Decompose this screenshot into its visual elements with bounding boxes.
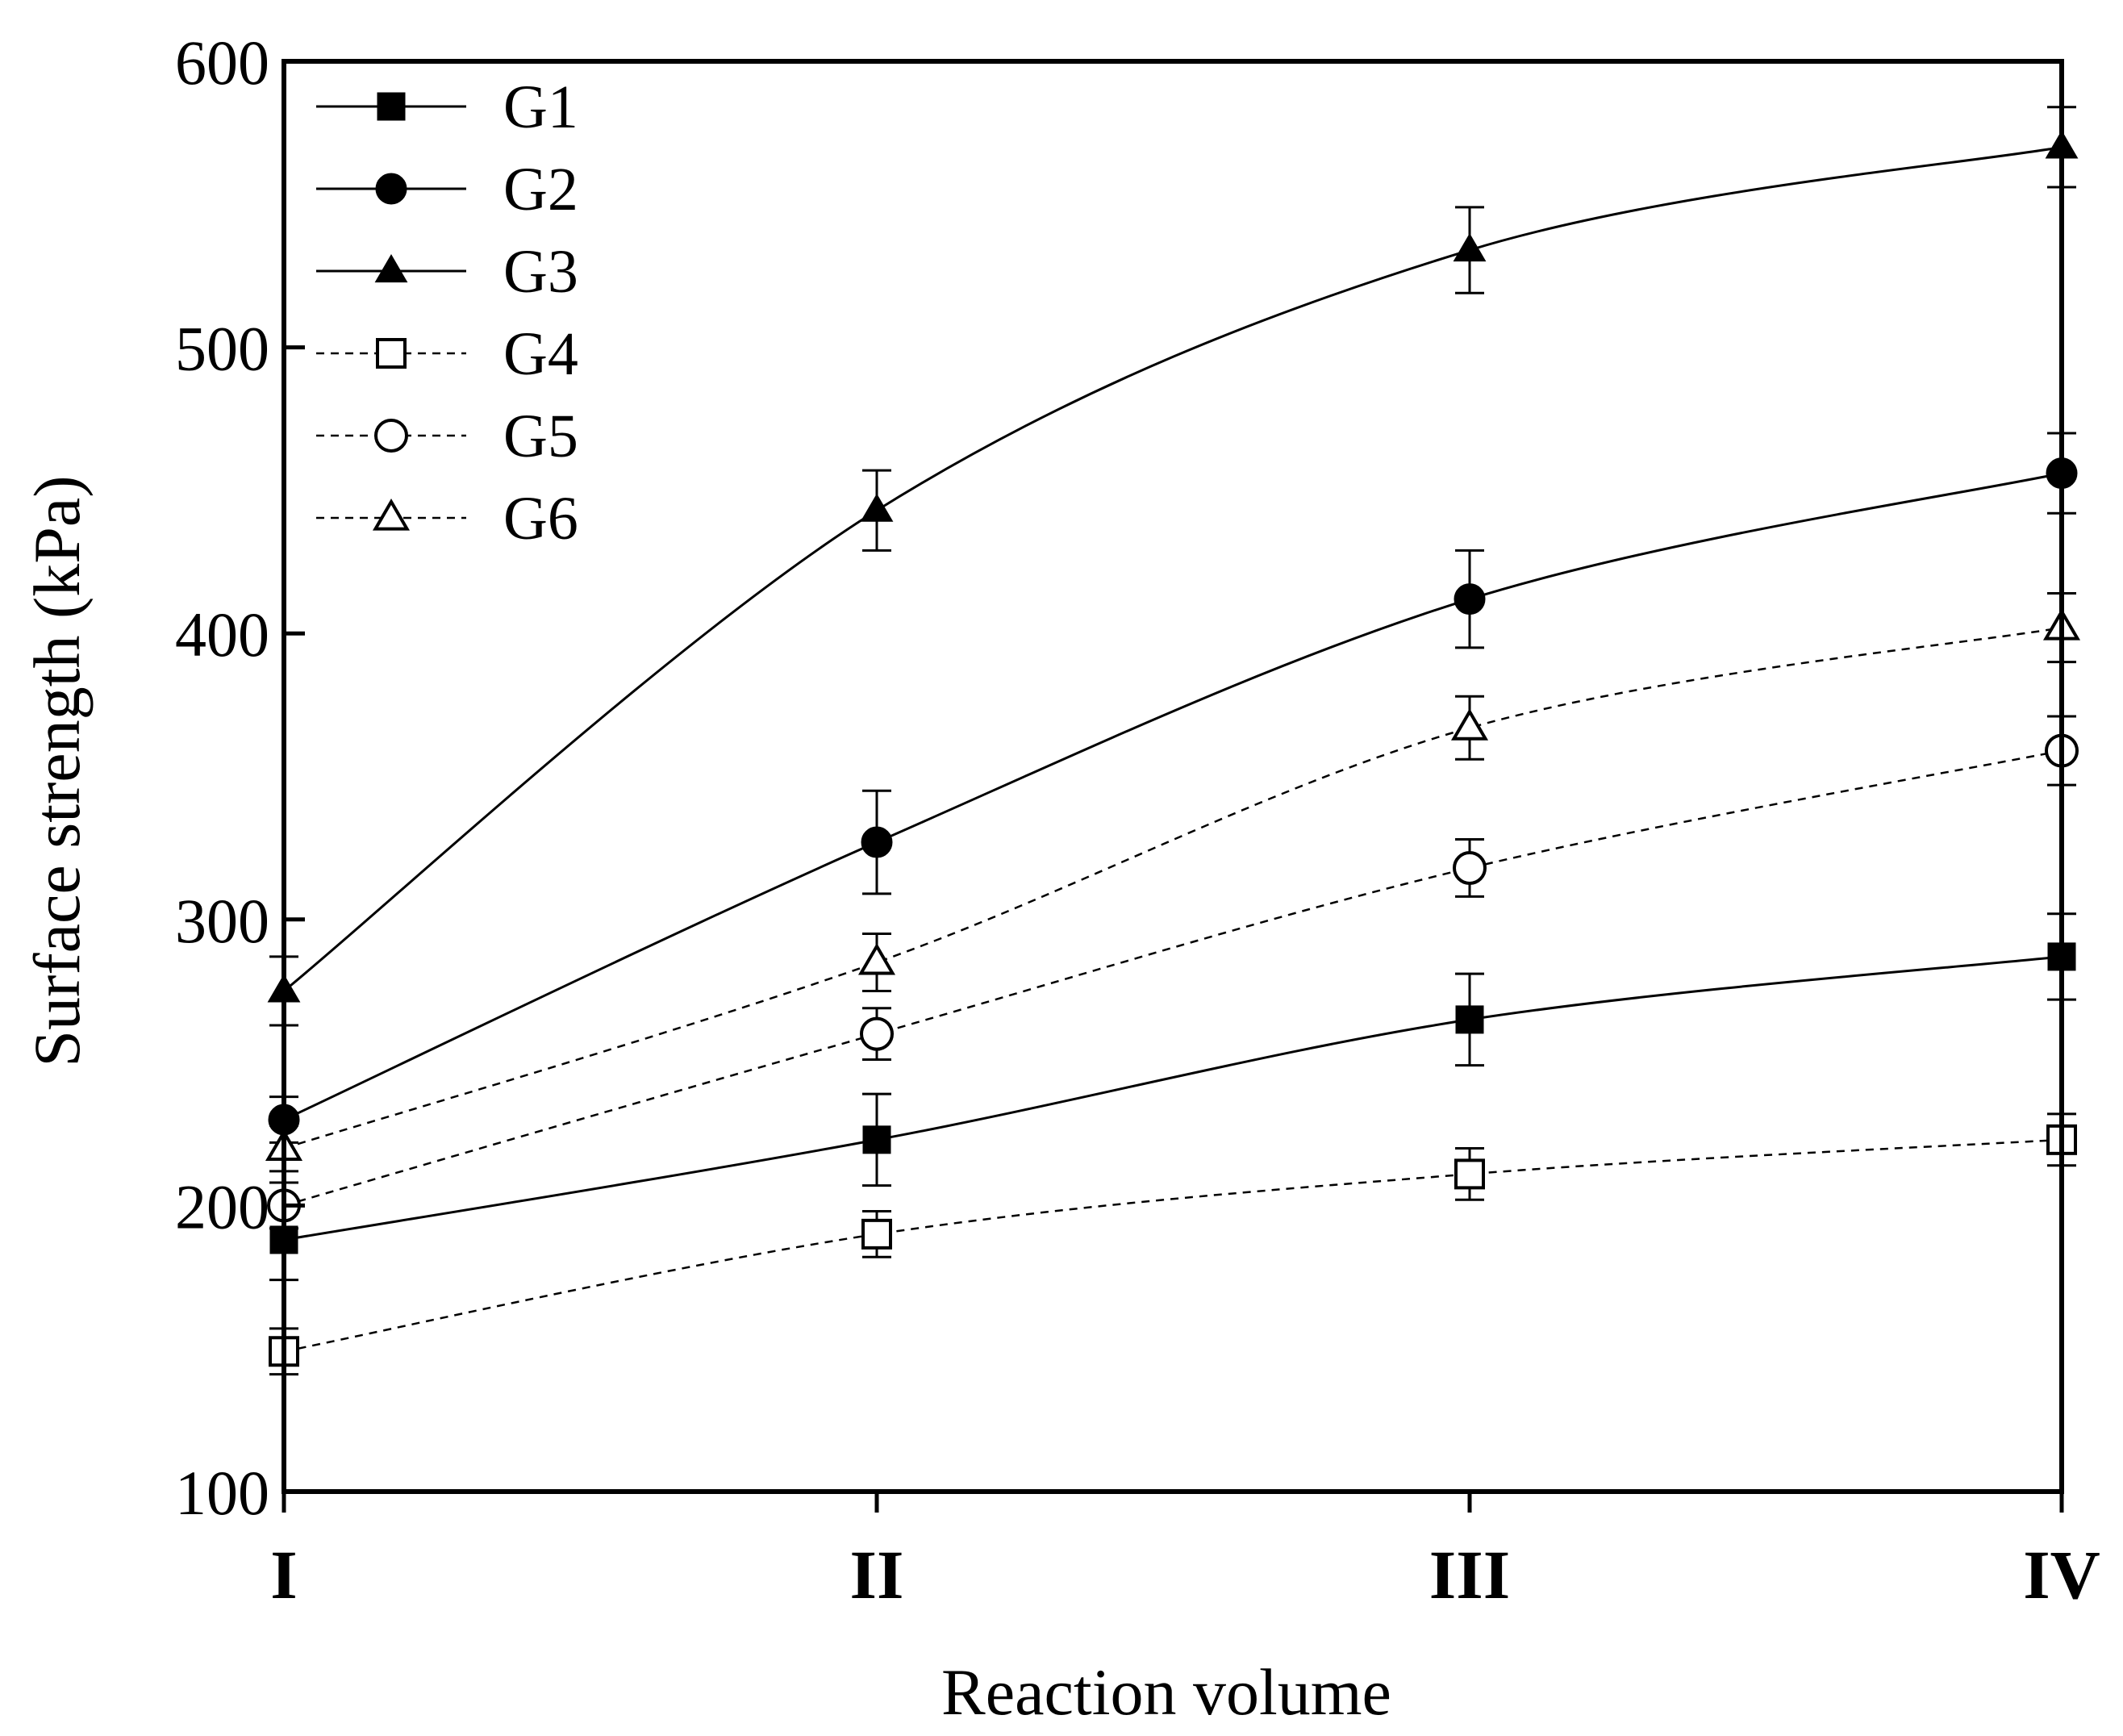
y-tick-label: 600 <box>175 27 269 98</box>
plot-frame <box>282 59 2064 1494</box>
series-g5 <box>267 715 2079 1230</box>
data-point-g2-ii <box>861 826 893 858</box>
data-point-g4-ii <box>861 1218 892 1250</box>
data-point-g6-ii <box>857 942 896 975</box>
series-line-g1 <box>283 955 2063 1241</box>
legend-label: G2 <box>503 156 578 223</box>
y-tick-label: 500 <box>175 314 269 384</box>
data-point-g1-ii <box>862 1125 891 1154</box>
data-point-g6-iii <box>1450 708 1489 741</box>
series-line-g3 <box>283 145 2063 992</box>
x-tick-label: II <box>850 1536 904 1613</box>
legend-entry-g5: G5 <box>316 403 578 470</box>
y-tick-label: 300 <box>175 886 269 956</box>
data-point-g5-ii <box>860 1016 894 1051</box>
legend-label: G3 <box>503 238 578 306</box>
legend-marker <box>377 92 406 121</box>
legend-entry-g3: G3 <box>316 238 578 306</box>
y-tick-label: 400 <box>175 599 269 670</box>
data-point-g4-iii <box>1454 1158 1485 1190</box>
legend: G1 G2 G3 G4 G5 G6 <box>316 73 578 553</box>
legend-marker <box>376 338 407 369</box>
series-line-g2 <box>283 472 2063 1121</box>
series-line-g5 <box>283 749 2063 1207</box>
legend-label: G4 <box>503 320 578 388</box>
legend-marker <box>374 419 408 453</box>
data-point-g2-iii <box>1454 583 1486 616</box>
x-tick-label: IV <box>2023 1536 2100 1613</box>
legend-marker <box>374 253 408 283</box>
data-point-g1-iii <box>1455 1005 1484 1034</box>
legend-label: G1 <box>503 73 578 141</box>
legend-label: G5 <box>503 403 578 470</box>
y-tick-label: 100 <box>175 1458 269 1528</box>
legend-marker <box>375 173 407 205</box>
legend-entry-g1: G1 <box>316 73 578 141</box>
data-point-g3-iii <box>1453 233 1487 262</box>
legend-entry-g2: G2 <box>316 156 578 223</box>
legend-marker <box>372 498 411 531</box>
legend-entry-g4: G4 <box>316 320 578 388</box>
data-point-g5-iii <box>1453 850 1487 885</box>
x-tick-label: I <box>270 1536 297 1613</box>
x-tick-label: III <box>1429 1536 1510 1613</box>
x-axis-title: Reaction volume <box>941 1655 1391 1729</box>
y-axis-title: Surface strength (kPa) <box>20 475 94 1066</box>
legend-entry-g6: G6 <box>316 485 578 553</box>
legend-label: G6 <box>503 485 578 553</box>
data-point-g3-ii <box>860 493 894 522</box>
y-tick-label: 200 <box>175 1171 269 1241</box>
series-line-g4 <box>283 1138 2063 1353</box>
